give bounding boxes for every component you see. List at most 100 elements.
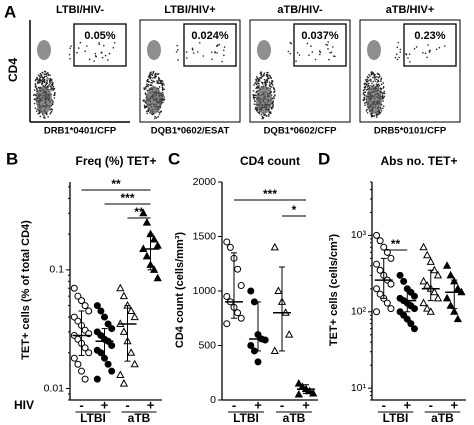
x-tick-label: + (254, 397, 262, 412)
gate-value: 0.024% (191, 30, 229, 42)
flow-event (163, 96, 165, 98)
flow-event (51, 102, 54, 104)
flow-event (260, 73, 263, 76)
data-point (376, 237, 384, 245)
flow-event (370, 85, 372, 87)
flow-event (218, 43, 221, 46)
y-axis-label: TET+ cells (cells/cm³) (328, 234, 340, 347)
data-point (274, 286, 283, 294)
flow-event (144, 92, 147, 95)
flow-event (375, 78, 378, 81)
group-label: aTB (283, 411, 306, 425)
data-point (423, 250, 432, 259)
data-point (119, 379, 129, 387)
flow-event (146, 84, 149, 87)
flow-event (197, 51, 199, 53)
flow-event (144, 106, 146, 109)
flow-event (177, 59, 179, 61)
flow-event (366, 86, 369, 88)
flow-event (94, 52, 97, 55)
flow-event (47, 74, 50, 77)
flow-event (364, 86, 367, 89)
flow-event (256, 76, 258, 78)
data-point (442, 261, 452, 269)
flow-event (366, 108, 368, 111)
flow-event (366, 111, 369, 114)
flow-event (256, 109, 259, 111)
flow-event (296, 51, 299, 54)
flow-event (372, 72, 375, 74)
x-tick-label: + (403, 397, 411, 412)
data-point (450, 307, 459, 315)
flow-event (77, 47, 80, 49)
flow-event (156, 80, 158, 82)
flow-event (270, 90, 272, 93)
flow-event (363, 94, 366, 96)
flow-event (330, 51, 333, 54)
flow-event (198, 41, 201, 44)
flow-event (394, 56, 397, 59)
flow-event (50, 79, 53, 81)
flow-event (257, 77, 259, 80)
flow-event (45, 83, 47, 85)
data-point (108, 325, 116, 333)
flow-event (380, 77, 383, 80)
flow-event (367, 84, 370, 87)
flow-event (263, 78, 266, 81)
flow-event (382, 92, 384, 95)
flow-event (36, 81, 39, 83)
flow-event (41, 83, 43, 85)
flow-event (145, 87, 147, 90)
flow-event (383, 90, 386, 93)
flow-event (98, 42, 100, 44)
flow-event (364, 78, 367, 81)
flow-event (263, 72, 266, 75)
flow-event (329, 51, 331, 54)
flow-event (157, 78, 160, 81)
flow-event (216, 52, 218, 54)
flow-event (176, 44, 179, 47)
flow-event (161, 91, 164, 94)
group-label: LTBI (80, 411, 106, 425)
flow-event (156, 82, 159, 84)
data-point (419, 242, 428, 251)
flow-event (154, 74, 157, 77)
flow-event (364, 104, 366, 106)
flow-event (369, 75, 371, 77)
flow-event (50, 87, 53, 89)
data-point (130, 359, 139, 368)
data-point (403, 315, 411, 323)
data-point (294, 379, 303, 387)
flow-event (51, 81, 53, 83)
flow-event (161, 87, 164, 89)
flow-event (405, 52, 407, 55)
sig-label: *** (263, 187, 277, 201)
flow-event (253, 98, 255, 100)
flow-event (370, 115, 373, 118)
flow-event (150, 79, 153, 82)
flow-event (367, 82, 370, 85)
data-point (104, 360, 112, 368)
data-point (234, 309, 242, 317)
flow-event (214, 51, 216, 54)
data-point (285, 330, 294, 338)
flow-event (48, 78, 50, 80)
flow-event (370, 71, 372, 74)
flow-event (38, 81, 41, 84)
flow-event (374, 74, 376, 76)
flow-event (254, 96, 257, 99)
flow-event (261, 81, 263, 84)
gate (183, 23, 237, 67)
flow-event (376, 81, 379, 83)
flow-event (257, 82, 259, 84)
flow-event (142, 100, 145, 102)
flow-event (43, 75, 46, 78)
data-point (453, 314, 462, 323)
data-point (396, 271, 404, 279)
flow-event (257, 80, 259, 83)
flow-event (35, 110, 38, 112)
flow-event (263, 113, 265, 116)
flow-event (266, 73, 269, 76)
data-point (446, 270, 455, 279)
flow-event (41, 76, 43, 78)
